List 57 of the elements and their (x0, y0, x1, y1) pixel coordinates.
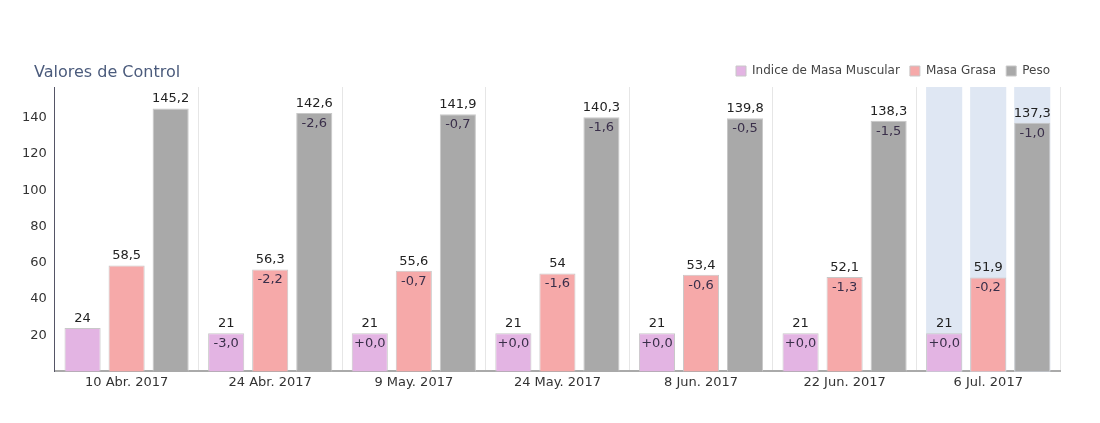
data-label: 21 (935, 315, 953, 331)
data-label: 141,9 (439, 96, 477, 112)
annotation: -0,7 (445, 116, 471, 132)
data-label: 53,4 (686, 256, 716, 272)
annotation: +0,0 (497, 335, 530, 351)
data-label: 138,3 (870, 102, 908, 118)
annotation: +0,0 (353, 335, 386, 351)
x-tick-label: 22 Jun. 2017 (803, 373, 886, 389)
y-tick-label: 140 (21, 109, 47, 125)
annotation: +0,0 (641, 335, 673, 351)
annotation: -0,5 (732, 120, 758, 136)
annotation: -2,6 (301, 114, 327, 130)
x-tick-label: 10 Abr. 2017 (84, 373, 169, 389)
data-label: 56,3 (255, 251, 285, 267)
data-label: 21 (792, 315, 809, 331)
data-label: 145,2 (152, 90, 190, 106)
data-label: 142,6 (295, 94, 333, 110)
annotation: -2,2 (257, 271, 283, 287)
y-tick-label: 60 (30, 254, 47, 270)
data-label: 55,6 (399, 252, 429, 268)
data-label: 51,9 (973, 259, 1003, 275)
annotation: -0,6 (688, 276, 714, 292)
x-tick-label: 8 Jun. 2017 (663, 373, 739, 389)
chart-title: Valores de Control (34, 62, 181, 81)
x-tick-label: 24 May. 2017 (513, 373, 601, 389)
y-tick-label: 80 (30, 217, 47, 233)
x-tick-label: 24 Abr. 2017 (228, 373, 312, 389)
annotation: -1,6 (544, 275, 571, 291)
legend-label: Masa Grasa (925, 63, 997, 78)
data-label: 21 (361, 315, 379, 331)
data-label: 139,8 (726, 100, 764, 116)
data-label: 137,3 (1013, 104, 1051, 120)
annotation: +0,0 (784, 335, 817, 351)
annotation: -3,0 (213, 335, 239, 351)
annotation: -1,6 (588, 119, 615, 135)
legend-label: Indice de Masa Muscular (752, 63, 900, 78)
data-label: 24 (74, 309, 91, 325)
x-tick-label: 9 May. 2017 (374, 373, 454, 389)
y-tick-label: 20 (30, 326, 47, 342)
x-tick-label: 6 Jul. 2017 (953, 373, 1023, 389)
data-label: 21 (505, 315, 522, 331)
annotation: +0,0 (928, 335, 960, 351)
data-label: 54 (549, 255, 566, 271)
legend-label: Peso (1022, 63, 1051, 78)
annotation: -0,2 (975, 279, 1001, 295)
annotation: -0,7 (401, 272, 427, 288)
data-label: 140,3 (582, 99, 621, 115)
y-tick-label: 40 (30, 290, 47, 306)
data-label: 21 (648, 315, 666, 331)
y-tick-label: 120 (21, 145, 47, 161)
y-tick-label: 100 (21, 181, 47, 197)
data-label: 21 (217, 315, 235, 331)
annotation: -1,5 (875, 122, 902, 138)
data-label: 52,1 (830, 258, 860, 274)
data-label: 58,5 (112, 247, 142, 263)
annotation: -1,3 (831, 278, 858, 294)
annotation: -1,0 (1019, 124, 1045, 140)
